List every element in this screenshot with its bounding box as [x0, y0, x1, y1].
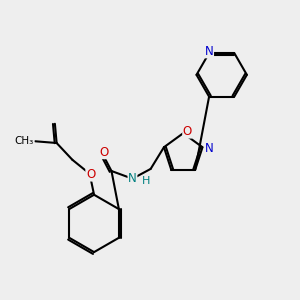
Text: O: O [183, 125, 192, 138]
Text: CH₃: CH₃ [15, 136, 34, 146]
Text: H: H [142, 176, 150, 187]
Text: O: O [99, 146, 108, 159]
Text: O: O [86, 168, 95, 181]
Text: N: N [205, 45, 214, 58]
Text: N: N [128, 172, 137, 185]
Text: N: N [204, 142, 213, 155]
